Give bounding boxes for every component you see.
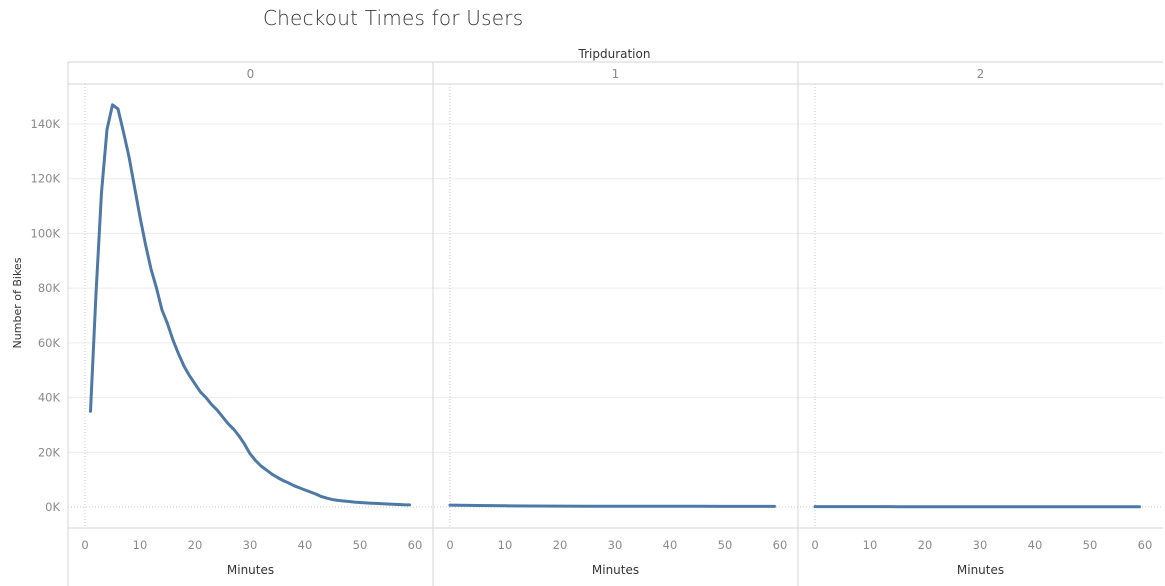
x-tick-label: 40 <box>663 538 678 552</box>
x-tick-label: 0 <box>81 538 88 552</box>
y-tick-label: 20K <box>38 445 61 459</box>
y-tick-label: 80K <box>38 281 61 295</box>
x-tick-label: 60 <box>408 538 423 552</box>
x-axis-label: Minutes <box>592 563 639 577</box>
x-tick-label: 30 <box>243 538 258 552</box>
y-axis-label: Number of Bikes <box>11 257 24 348</box>
x-tick-label: 60 <box>773 538 788 552</box>
chart-title: Checkout Times for Users <box>263 6 524 30</box>
x-tick-label: 10 <box>498 538 513 552</box>
series-line-panel-1 <box>448 503 776 508</box>
y-tick-label: 140K <box>31 117 61 131</box>
x-tick-label: 0 <box>811 538 818 552</box>
column-header: Tripduration <box>578 47 651 61</box>
x-tick-label: 40 <box>1028 538 1043 552</box>
x-tick-label: 60 <box>1138 538 1153 552</box>
x-tick-label: 10 <box>863 538 878 552</box>
y-tick-label: 60K <box>38 336 61 350</box>
x-tick-label: 40 <box>298 538 313 552</box>
x-tick-label: 20 <box>918 538 933 552</box>
panel-label: 1 <box>612 67 620 81</box>
x-tick-label: 0 <box>446 538 453 552</box>
x-axis-label: Minutes <box>227 563 274 577</box>
x-tick-label: 20 <box>188 538 203 552</box>
y-tick-label: 120K <box>31 172 61 186</box>
x-tick-label: 50 <box>718 538 733 552</box>
series-line-panel-0 <box>89 103 411 507</box>
labels: Tripduration 0K 20K 40K 60K 80K 100K 120K 140K Nu… <box>11 47 1152 577</box>
x-tick-label: 30 <box>973 538 988 552</box>
grid-layer <box>68 84 1163 528</box>
x-axis-label: Minutes <box>957 563 1004 577</box>
x-tick-label: 50 <box>353 538 368 552</box>
x-tick-label: 30 <box>608 538 623 552</box>
panel-label: 2 <box>977 67 985 81</box>
x-tick-label: 10 <box>133 538 148 552</box>
series-lines <box>89 103 1141 509</box>
y-tick-label: 0K <box>45 500 60 514</box>
panel-frames <box>67 61 1163 586</box>
panel-label: 0 <box>247 67 255 81</box>
x-tick-label: 50 <box>1083 538 1098 552</box>
x-tick-label: 20 <box>553 538 568 552</box>
y-tick-label: 40K <box>38 391 61 405</box>
y-tick-label: 100K <box>31 226 61 240</box>
